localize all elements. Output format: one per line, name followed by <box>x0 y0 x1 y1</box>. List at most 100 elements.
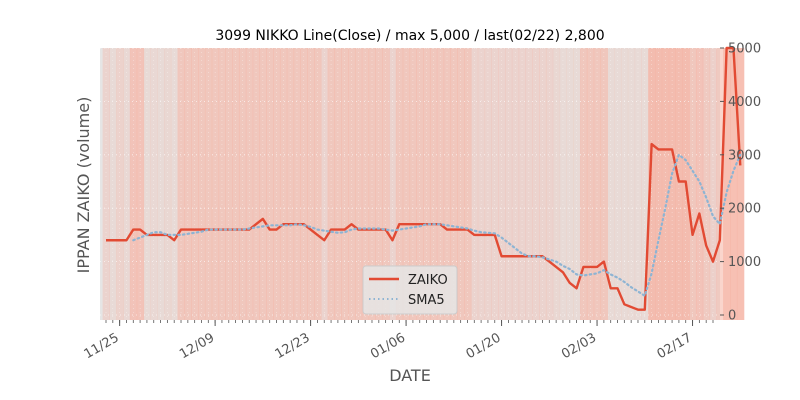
background-band <box>607 48 615 320</box>
background-band <box>232 48 240 320</box>
y-axis-ticks: 0 1000 2000 3000 4000 5000 <box>720 42 761 324</box>
background-band <box>238 48 247 320</box>
background-band <box>170 48 179 320</box>
background-band <box>334 48 342 320</box>
background-band <box>661 48 670 320</box>
background-band <box>327 48 336 320</box>
background-band <box>436 48 445 320</box>
background-band <box>641 48 649 320</box>
background-band <box>286 48 295 320</box>
background-band <box>279 48 288 320</box>
background-band <box>177 48 186 320</box>
background-band <box>307 48 315 320</box>
background-band <box>586 48 595 320</box>
background-bands <box>102 48 745 320</box>
background-band <box>702 48 711 320</box>
background-band <box>198 48 206 320</box>
background-band <box>273 48 281 320</box>
background-band <box>348 48 356 320</box>
background-band <box>136 48 145 320</box>
background-band <box>518 48 527 320</box>
legend-label-sma5: SMA5 <box>408 293 445 308</box>
background-band <box>484 48 492 320</box>
background-band <box>443 48 452 320</box>
background-band <box>627 48 636 320</box>
background-band <box>375 48 383 320</box>
y-tick-label: 4000 <box>728 95 761 110</box>
background-band <box>675 48 683 320</box>
series-layer <box>106 46 742 311</box>
background-band <box>723 48 731 320</box>
y-tick-label: 0 <box>728 309 736 324</box>
background-band <box>689 48 697 320</box>
background-band <box>552 48 561 320</box>
background-band <box>545 48 554 320</box>
y-tick-label: 2000 <box>728 202 761 217</box>
background-band <box>341 48 349 320</box>
background-band <box>532 48 540 320</box>
background-band <box>491 48 499 320</box>
background-band <box>634 48 642 320</box>
y-tick-label: 3000 <box>728 148 761 163</box>
background-band <box>116 48 124 320</box>
background-band <box>464 48 472 320</box>
background-band <box>416 48 424 320</box>
y-axis-label: IPPAN ZAIKO (volume) <box>74 97 93 274</box>
background-band <box>300 48 308 320</box>
background-band <box>245 48 254 320</box>
y-tick-label: 1000 <box>728 255 761 270</box>
background-band <box>191 48 199 320</box>
background-band <box>593 48 602 320</box>
background-band <box>211 48 220 320</box>
background-band <box>525 48 533 320</box>
background-band <box>143 48 151 320</box>
background-band <box>655 48 663 320</box>
y-tick-label: 5000 <box>728 42 761 57</box>
background-band <box>320 48 329 320</box>
background-band <box>498 48 506 320</box>
background-band <box>648 48 656 320</box>
background-band <box>314 48 322 320</box>
background-band <box>102 48 111 320</box>
background-band <box>293 48 301 320</box>
legend: ZAIKO SMA5 <box>362 265 458 315</box>
background-band <box>580 48 588 320</box>
background-band <box>511 48 520 320</box>
background-band <box>368 48 376 320</box>
background-band <box>252 48 261 320</box>
chart-title: 3099 NIKKO Line(Close) / max 5,000 / las… <box>215 28 604 44</box>
background-band <box>668 48 677 320</box>
series-line-sma5 <box>132 153 742 297</box>
background-band <box>620 48 629 320</box>
background-band <box>716 48 724 320</box>
background-band <box>218 48 226 320</box>
background-band <box>730 48 738 320</box>
background-band <box>163 48 172 320</box>
background-band <box>559 48 567 320</box>
background-band <box>382 48 390 320</box>
background-band <box>709 48 718 320</box>
background-band <box>457 48 465 320</box>
background-band <box>266 48 274 320</box>
background-band <box>450 48 458 320</box>
background-band <box>204 48 213 320</box>
background-band <box>157 48 165 320</box>
background-band <box>477 48 486 320</box>
background-band <box>354 48 363 320</box>
background-band <box>409 48 417 320</box>
background-band <box>225 48 233 320</box>
x-axis-label: DATE <box>389 366 431 385</box>
background-band <box>361 48 370 320</box>
legend-label-zaiko: ZAIKO <box>408 273 448 288</box>
background-band <box>259 48 267 320</box>
grid <box>100 47 720 320</box>
background-band <box>123 48 131 320</box>
background-band <box>389 48 397 320</box>
background-band <box>504 48 513 320</box>
background-band <box>184 48 192 320</box>
background-band <box>600 48 608 320</box>
background-band <box>539 48 547 320</box>
background-band <box>423 48 431 320</box>
background-band <box>150 48 158 320</box>
background-band <box>129 48 138 320</box>
